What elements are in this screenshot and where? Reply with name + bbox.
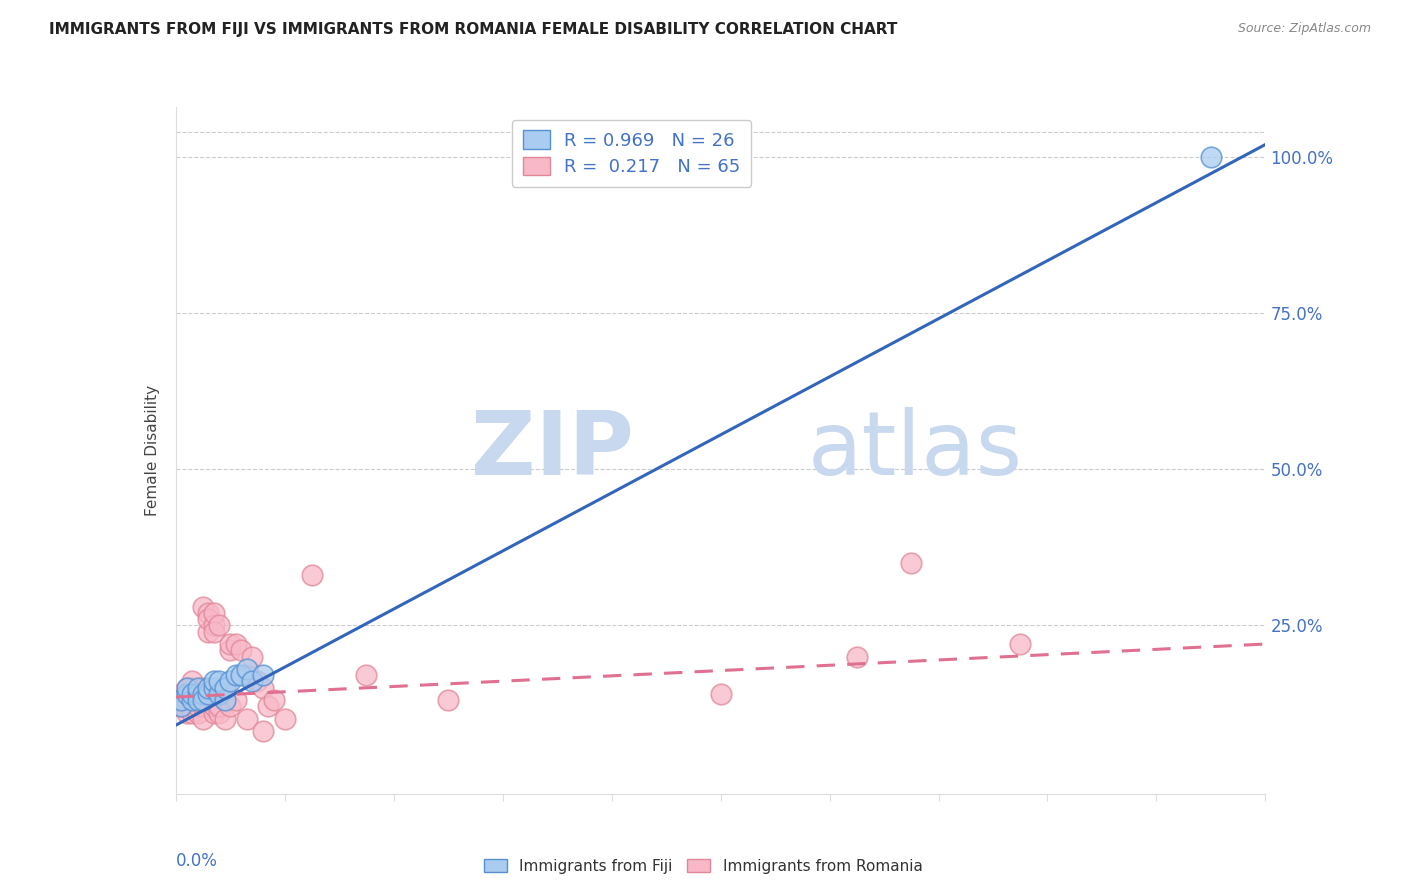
Point (191, 599, 214, 614)
Point (181, 699, 204, 714)
Point (191, 681, 214, 695)
Point (257, 699, 280, 714)
Point (219, 637, 242, 651)
Point (170, 699, 193, 714)
Point (197, 687, 219, 701)
Point (186, 687, 209, 701)
Point (252, 668, 274, 682)
Point (181, 687, 204, 701)
Point (246, 674, 269, 689)
Point (214, 712, 236, 726)
Point (202, 674, 225, 689)
Point (202, 706, 225, 720)
Point (181, 693, 204, 707)
Legend: R = 0.969   N = 26, R =  0.217   N = 65: R = 0.969 N = 26, R = 0.217 N = 65 (512, 120, 751, 187)
Point (170, 693, 193, 707)
Point (202, 618, 225, 632)
Point (208, 706, 231, 720)
Point (845, 649, 868, 664)
Point (231, 668, 253, 682)
Point (191, 699, 214, 714)
Point (202, 699, 225, 714)
Point (186, 693, 209, 707)
Point (252, 681, 274, 695)
Point (214, 693, 236, 707)
Point (186, 693, 209, 707)
Point (231, 643, 253, 657)
Point (181, 693, 204, 707)
Point (219, 674, 242, 689)
Point (225, 668, 247, 682)
Point (197, 612, 219, 626)
Point (301, 568, 323, 582)
Point (208, 687, 231, 701)
Text: Source: ZipAtlas.com: Source: ZipAtlas.com (1237, 22, 1371, 36)
Point (170, 693, 193, 707)
Point (176, 699, 198, 714)
Point (214, 693, 236, 707)
Point (197, 693, 219, 707)
Point (208, 618, 231, 632)
Point (186, 706, 209, 720)
Point (225, 637, 247, 651)
Point (208, 674, 231, 689)
Point (202, 681, 225, 695)
Point (252, 724, 274, 739)
Point (274, 712, 297, 726)
Point (710, 687, 733, 701)
Point (235, 712, 257, 726)
Point (186, 699, 209, 714)
Point (181, 681, 204, 695)
Point (235, 668, 257, 682)
Point (176, 693, 198, 707)
Point (186, 687, 209, 701)
Point (176, 687, 198, 701)
Text: IMMIGRANTS FROM FIJI VS IMMIGRANTS FROM ROMANIA FEMALE DISABILITY CORRELATION CH: IMMIGRANTS FROM FIJI VS IMMIGRANTS FROM … (49, 22, 897, 37)
Point (219, 643, 242, 657)
Point (1010, 637, 1032, 651)
Point (1199, 150, 1222, 164)
Point (214, 687, 236, 701)
Point (170, 687, 193, 701)
Point (202, 606, 225, 620)
Point (170, 699, 193, 714)
Point (202, 624, 225, 639)
Text: ZIP: ZIP (471, 407, 633, 494)
Point (208, 699, 231, 714)
Text: atlas: atlas (807, 407, 1024, 494)
Point (176, 706, 198, 720)
Point (176, 693, 198, 707)
Point (197, 681, 219, 695)
Point (181, 706, 204, 720)
Point (197, 624, 219, 639)
Point (191, 693, 214, 707)
Point (176, 681, 198, 695)
Point (219, 699, 242, 714)
Point (263, 693, 285, 707)
Point (191, 693, 214, 707)
Point (176, 681, 198, 695)
Legend: Immigrants from Fiji, Immigrants from Romania: Immigrants from Fiji, Immigrants from Ro… (478, 853, 928, 880)
Point (214, 681, 236, 695)
Point (900, 556, 922, 570)
Point (191, 687, 214, 701)
Text: 0.0%: 0.0% (176, 852, 218, 871)
Point (191, 687, 214, 701)
Point (240, 649, 263, 664)
Point (356, 668, 378, 682)
Point (437, 693, 460, 707)
Point (235, 662, 257, 676)
Point (186, 681, 209, 695)
Y-axis label: Female Disability: Female Disability (145, 384, 160, 516)
Point (225, 693, 247, 707)
Point (170, 699, 193, 714)
Point (240, 674, 263, 689)
Point (197, 606, 219, 620)
Point (181, 687, 204, 701)
Point (176, 687, 198, 701)
Point (181, 687, 204, 701)
Point (170, 693, 193, 707)
Point (181, 674, 204, 689)
Point (191, 712, 214, 726)
